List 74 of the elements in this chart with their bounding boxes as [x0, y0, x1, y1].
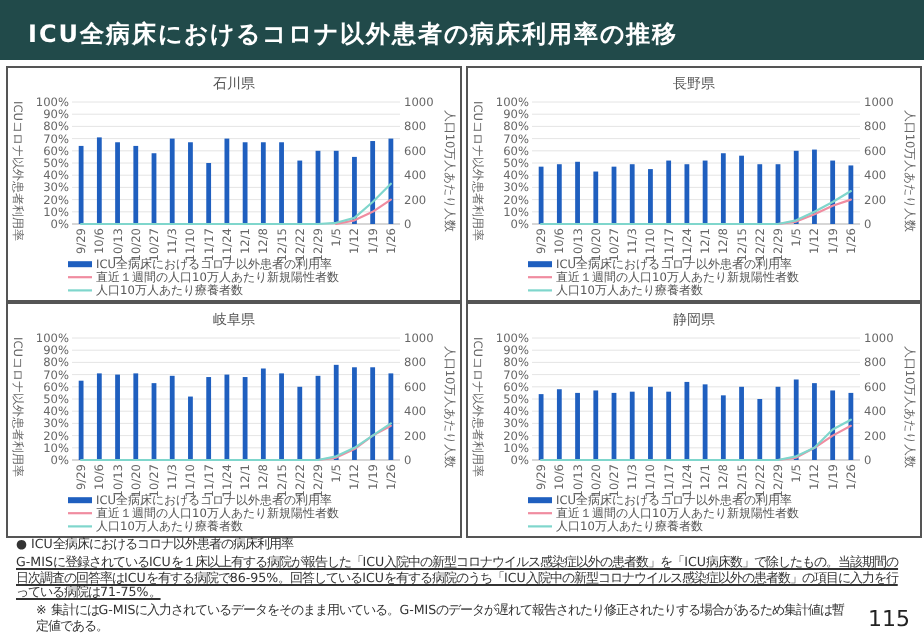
bar — [188, 396, 193, 460]
bar — [629, 164, 635, 224]
bar — [133, 373, 139, 460]
bar — [739, 155, 744, 224]
line-series — [316, 424, 392, 462]
bar — [224, 138, 230, 224]
bar — [848, 392, 854, 460]
text: 115 — [868, 606, 910, 632]
bar — [370, 367, 376, 460]
bar — [242, 377, 248, 460]
bar — [629, 391, 635, 460]
bar — [720, 153, 726, 224]
bar — [556, 164, 562, 224]
bar — [206, 377, 212, 460]
bar — [352, 156, 357, 224]
bar — [812, 149, 817, 224]
line-series — [776, 198, 852, 226]
bar — [812, 383, 817, 460]
bar — [575, 161, 580, 224]
bar — [279, 142, 284, 224]
bar — [260, 142, 266, 224]
bar — [224, 374, 230, 460]
line-series — [80, 182, 392, 226]
bar — [593, 390, 599, 460]
bar — [538, 166, 544, 224]
bar — [666, 391, 672, 460]
bar — [78, 145, 84, 224]
bar — [702, 384, 708, 460]
bar — [115, 142, 120, 224]
line-series — [80, 422, 392, 462]
line-series — [540, 189, 852, 226]
bar — [666, 160, 672, 224]
line-series — [540, 418, 852, 462]
bar — [684, 381, 690, 460]
bar — [133, 145, 139, 224]
line-series — [335, 198, 392, 226]
bar — [96, 137, 102, 224]
bar — [333, 364, 339, 460]
bar — [297, 160, 303, 224]
bar — [279, 373, 284, 460]
bar — [370, 141, 376, 224]
bar — [575, 392, 580, 460]
bar — [684, 164, 690, 224]
bar — [260, 368, 266, 460]
bar — [242, 142, 248, 224]
bar — [830, 160, 836, 224]
bar — [115, 374, 120, 460]
bar — [352, 367, 357, 460]
bar — [188, 142, 193, 224]
bar — [757, 399, 763, 460]
bar — [78, 380, 84, 460]
bar — [556, 389, 562, 460]
bar — [739, 386, 744, 460]
bar — [169, 375, 175, 460]
bar — [702, 160, 708, 224]
bar — [793, 150, 799, 224]
bar — [333, 150, 339, 224]
bar — [593, 171, 599, 224]
bar — [388, 373, 394, 460]
bar — [757, 164, 763, 224]
bar — [297, 386, 303, 460]
bar — [793, 379, 799, 460]
bar — [388, 138, 394, 224]
bar — [848, 165, 854, 224]
bar — [96, 373, 102, 460]
bar — [830, 390, 836, 460]
line-series — [776, 424, 852, 462]
bar — [538, 394, 544, 460]
bar — [720, 395, 726, 460]
bar — [648, 169, 653, 224]
bar — [206, 163, 212, 224]
bar — [169, 138, 175, 224]
bar — [648, 386, 653, 460]
text: ICU全病床におけるコロナ以外患者の病床利用率の推移 — [28, 18, 679, 52]
